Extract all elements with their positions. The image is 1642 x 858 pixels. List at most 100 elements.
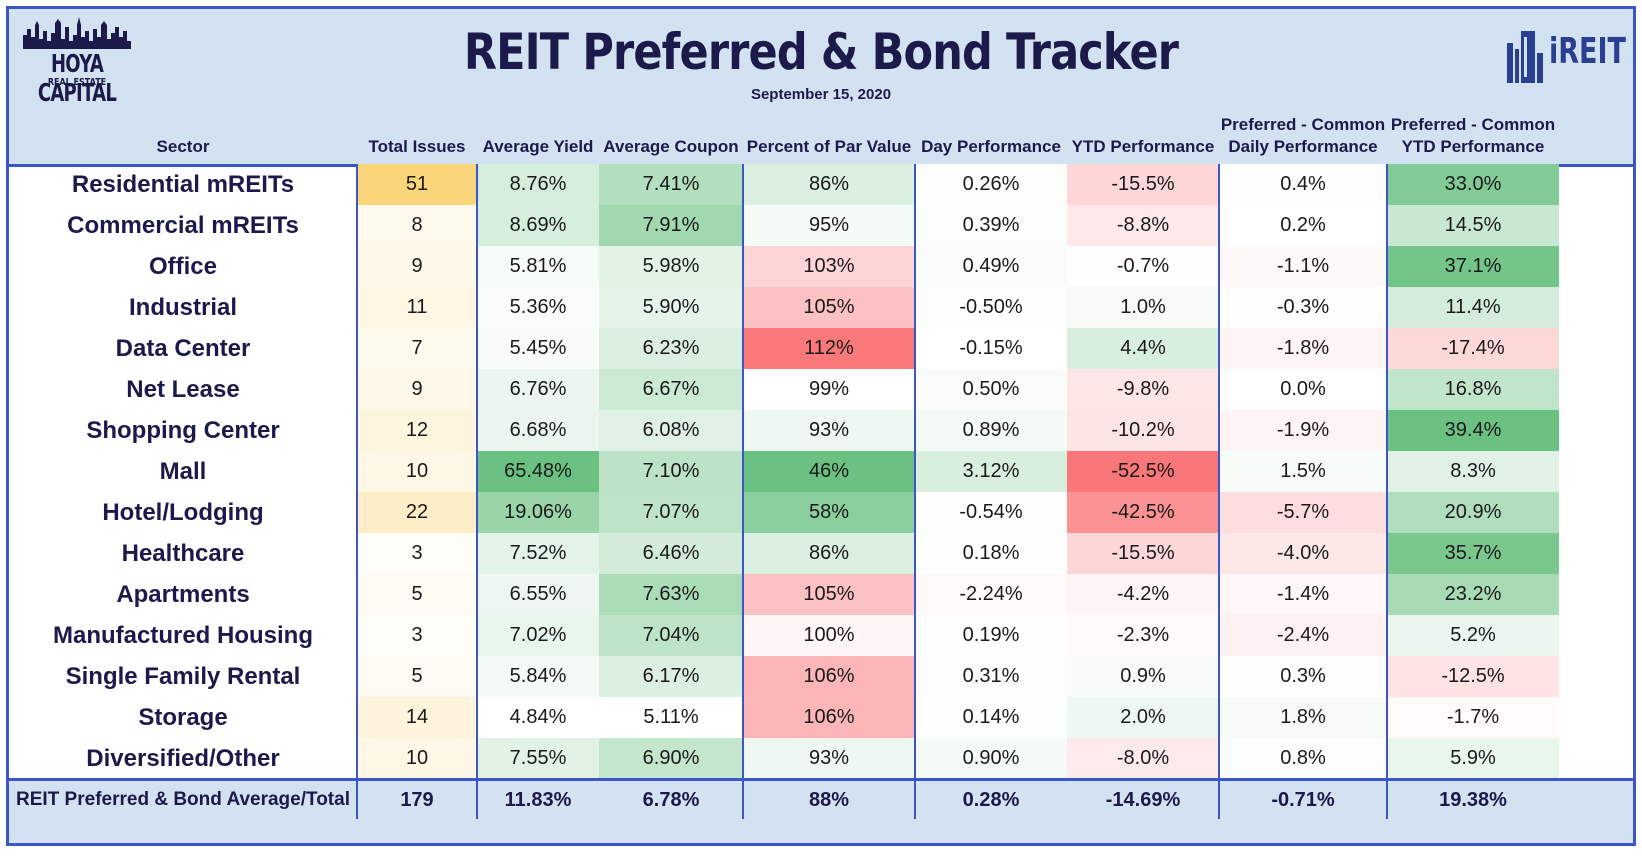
cell-pc-daily: 0.4% [1219,164,1387,205]
cell-pc-ytd: 11.4% [1387,287,1559,328]
cell-total-issues: 9 [357,369,477,410]
cell-pc-daily: -5.7% [1219,492,1387,533]
cell-pc-daily: -1.1% [1219,246,1387,287]
cell-total-issues: 5 [357,574,477,615]
cell-pc-daily: -1.4% [1219,574,1387,615]
cell-day-perf: 0.90% [915,738,1067,779]
skyline-icon [23,17,131,49]
cell-avg-coupon: 7.04% [599,615,743,656]
cell-total-issues: 51 [357,164,477,205]
col-header-sector: Sector [156,137,210,156]
total-divider-1 [356,781,358,819]
cell-avg-coupon: 7.91% [599,205,743,246]
cell-avg-yield: 65.48% [477,451,599,492]
cell-pct-par: 112% [743,328,915,369]
cell-total-issues: 12 [357,410,477,451]
cell-pc-ytd: 39.4% [1387,410,1559,451]
table-row: Shopping Center 12 6.68% 6.08% 93% 0.89% -10.2… [9,410,1633,451]
cell-pc-daily: 0.2% [1219,205,1387,246]
cell-sector: Office [148,253,217,280]
table-row: Residential mREITs 51 8.76% 7.41% 86% 0.26% -1… [9,164,1633,205]
cell-avg-yield: 5.45% [477,328,599,369]
table-row: Commercial mREITs 8 8.69% 7.91% 95% 0.39% -8.8… [9,205,1633,246]
cell-avg-yield: 7.02% [477,615,599,656]
cell-day-perf: -0.54% [915,492,1067,533]
cell-pct-par: 58% [743,492,915,533]
cell-ytd-perf: 2.0% [1067,697,1219,738]
cell-sector: Net Lease [126,376,240,403]
cell-ytd-perf: 1.0% [1067,287,1219,328]
cell-total-issues: 14 [357,697,477,738]
cell-avg-yield: 6.68% [477,410,599,451]
cell-sector: Residential mREITs [71,171,295,198]
col-header-average-yield: Average Yield [482,137,594,156]
table-row: Net Lease 9 6.76% 6.67% 99% 0.50% -9.8% 0.0% 16.… [9,369,1633,410]
cell-pct-par: 105% [743,287,915,328]
cell-avg-coupon: 6.23% [599,328,743,369]
col-header-percent-par: Percent of Par Value [746,137,912,156]
cell-ytd-perf: 4.4% [1067,328,1219,369]
tracker-frame: HOYA CAPITAL REAL ESTATE REIT Preferred … [6,6,1636,846]
cell-day-perf: 0.31% [915,656,1067,697]
cell-avg-coupon: 6.17% [599,656,743,697]
total-avg-coupon: 6.78% [642,789,700,811]
cell-day-perf: 0.19% [915,615,1067,656]
hoya-capital-logo: HOYA CAPITAL REAL ESTATE [21,15,133,107]
table-header: HOYA CAPITAL REAL ESTATE REIT Preferred … [9,9,1633,167]
cell-day-perf: 3.12% [915,451,1067,492]
divider-after-pc-daily [1386,164,1388,778]
cell-pct-par: 105% [743,574,915,615]
cell-pct-par: 86% [743,164,915,205]
cell-sector: Diversified/Other [86,745,280,772]
cell-avg-yield: 8.76% [477,164,599,205]
col-header-ytd-performance: YTD Performance [1071,137,1215,156]
cell-avg-coupon: 5.90% [599,287,743,328]
cell-avg-coupon: 5.98% [599,246,743,287]
total-row: REIT Preferred & Bond Average/Total 179 … [9,778,1633,843]
cell-pc-daily: -0.3% [1219,287,1387,328]
cell-avg-coupon: 7.10% [599,451,743,492]
cell-total-issues: 8 [357,205,477,246]
page-title: REIT Preferred & Bond Tracker [463,23,1179,81]
cell-avg-yield: 5.36% [477,287,599,328]
report-date: September 15, 2020 [750,86,892,103]
cell-sector: Storage [138,704,228,731]
cell-ytd-perf: -15.5% [1067,164,1219,205]
cell-sector: Hotel/Lodging [102,499,264,526]
cell-pc-ytd: 8.3% [1387,451,1559,492]
cell-pc-ytd: 5.9% [1387,738,1559,779]
cell-avg-yield: 19.06% [477,492,599,533]
cell-pct-par: 93% [743,410,915,451]
total-sector: REIT Preferred & Bond Average/Total [16,789,350,810]
cell-avg-coupon: 7.63% [599,574,743,615]
cell-day-perf: 0.50% [915,369,1067,410]
cell-total-issues: 3 [357,533,477,574]
col-header-pc-daily-line2: Daily Performance [1228,137,1378,156]
cell-ytd-perf: -4.2% [1067,574,1219,615]
table-row: Single Family Rental 5 5.84% 6.17% 106% 0.31%… [9,656,1633,697]
building-icon [1507,31,1543,83]
cell-day-perf: -2.24% [915,574,1067,615]
total-pc-daily: -0.71% [1271,789,1335,811]
cell-day-perf: -0.50% [915,287,1067,328]
total-divider-6 [1386,781,1388,819]
cell-pc-ytd: 35.7% [1387,533,1559,574]
cell-pc-daily: 1.8% [1219,697,1387,738]
col-header-day-performance: Day Performance [921,137,1061,156]
cell-ytd-perf: -8.8% [1067,205,1219,246]
cell-total-issues: 11 [357,287,477,328]
total-divider-4 [914,781,916,819]
table-row: Manufactured Housing 3 7.02% 7.04% 100% 0.19%… [9,615,1633,656]
cell-avg-coupon: 6.90% [599,738,743,779]
cell-day-perf: 0.89% [915,410,1067,451]
cell-total-issues: 3 [357,615,477,656]
total-pct-par: 88% [808,789,850,811]
cell-avg-coupon: 7.41% [599,164,743,205]
cell-day-perf: 0.39% [915,205,1067,246]
cell-avg-yield: 5.81% [477,246,599,287]
cell-avg-yield: 8.69% [477,205,599,246]
cell-pct-par: 103% [743,246,915,287]
total-issues: 179 [400,789,434,811]
col-header-pc-ytd-line2: YTD Performance [1401,137,1545,156]
cell-pc-daily: 1.5% [1219,451,1387,492]
